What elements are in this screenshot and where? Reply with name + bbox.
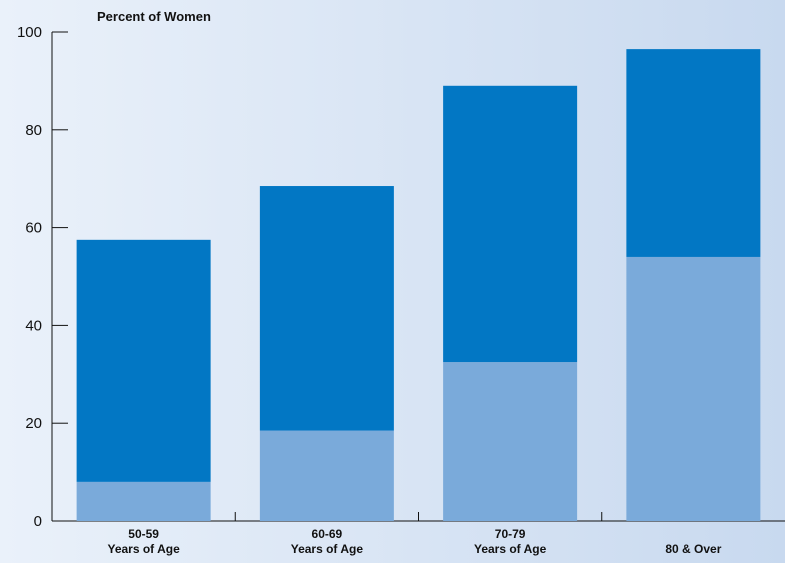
bar-segment-lower [76, 481, 211, 521]
y-tick-label: 40 [25, 317, 42, 334]
x-tick-label: Years of Age [291, 542, 364, 556]
bar-segment-upper [443, 85, 578, 363]
x-tick-label: 60-69 [312, 527, 343, 541]
bar-segment-lower [443, 362, 578, 521]
x-tick-label: 70-79 [495, 527, 526, 541]
bar-segment-lower [259, 430, 394, 521]
bars [76, 49, 761, 521]
y-tick-label: 0 [34, 513, 42, 530]
y-axis-title: Percent of Women [97, 9, 211, 24]
bar-segment-upper [626, 49, 761, 257]
y-tick-label: 100 [17, 24, 42, 41]
x-tick-label: 80 & Over [665, 542, 721, 556]
y-tick-label: 20 [25, 415, 42, 432]
y-tick-label: 60 [25, 220, 42, 237]
bar-segment-lower [626, 256, 761, 521]
x-tick-label: Years of Age [107, 542, 180, 556]
x-tick-label: Years of Age [474, 542, 547, 556]
bar-segment-upper [76, 239, 211, 482]
bar-segment-upper [259, 186, 394, 431]
y-tick-label: 80 [25, 122, 42, 139]
x-tick-label: 50-59 [128, 527, 159, 541]
